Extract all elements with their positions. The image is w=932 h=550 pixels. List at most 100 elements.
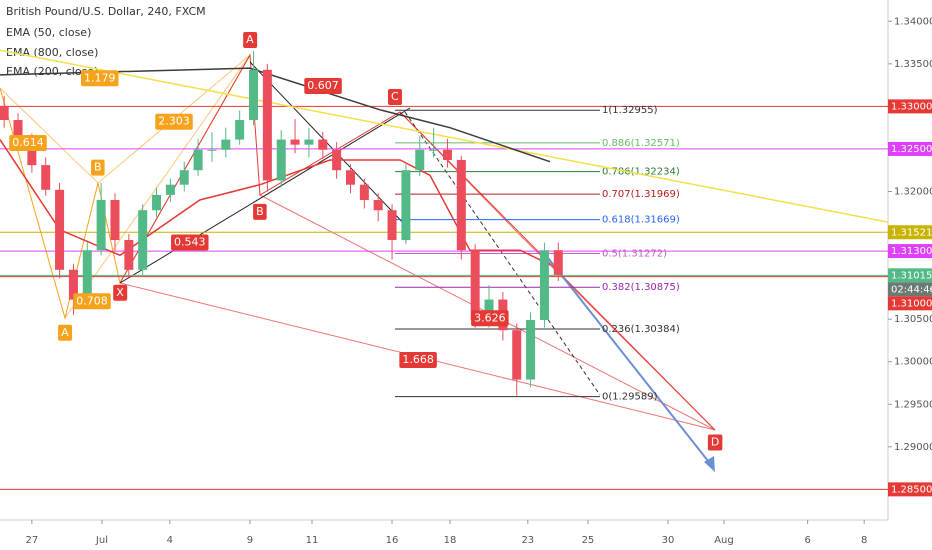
candle-body (359, 184, 369, 200)
candle-body (442, 149, 452, 160)
level-label: 1.31521 (891, 227, 932, 238)
candle-body (456, 160, 466, 251)
candle-body (318, 139, 328, 150)
candle-body (401, 170, 411, 240)
candle-body (345, 170, 355, 185)
candle-body (179, 170, 189, 185)
chart-title: British Pound/U.S. Dollar, 240, FXCM (6, 5, 206, 18)
pattern-label: 0.708 (76, 294, 108, 307)
candle-body (512, 330, 522, 380)
candle-body (110, 200, 120, 240)
candle-body (0, 106, 9, 120)
pattern-label: 1.179 (84, 71, 116, 84)
fib-label: 0.886(1.32571) (602, 138, 680, 149)
pattern-label-box (73, 293, 111, 310)
y-tick-label: 1.33500 (894, 59, 932, 70)
y-tick-label: 1.30000 (894, 357, 932, 368)
candle-body (262, 69, 272, 181)
fib-label: 0.707(1.31969) (602, 189, 680, 200)
pattern-label: 3.626 (474, 311, 506, 324)
level-label-box (888, 225, 932, 240)
red-pattern-legs (399, 111, 716, 431)
fib-label: 0.236(1.30384) (602, 324, 680, 335)
pattern-label: 2.303 (158, 115, 190, 128)
fib-label: 0(1.29589) (602, 392, 658, 403)
ema-line (0, 49, 889, 223)
pattern-label: 0.614 (12, 136, 44, 149)
pattern-label-box (91, 159, 105, 176)
candle-body (553, 250, 563, 275)
candle-body (138, 210, 148, 270)
pattern-label-box (243, 32, 258, 48)
x-tick-label: Jul (95, 535, 108, 546)
candle-body (429, 149, 439, 151)
pattern-label: C (391, 90, 399, 103)
pattern-label-box (155, 113, 193, 130)
level-label-box (888, 99, 932, 114)
candle-body (82, 250, 92, 300)
pattern-label-box (304, 77, 342, 94)
level-label-box (888, 296, 932, 311)
candle-body (373, 200, 383, 211)
fib-label: 0.786(1.32234) (602, 167, 680, 178)
candle-body (96, 200, 106, 251)
candle-body (124, 240, 134, 270)
x-tick-label: 9 (247, 535, 253, 546)
candle-body (470, 250, 480, 320)
countdown: 02:44:46 (891, 284, 932, 295)
level-label: 1.31300 (891, 246, 932, 257)
y-tick-label: 1.32000 (894, 186, 932, 197)
candle-body (304, 139, 314, 145)
x-tick-label: 25 (582, 535, 595, 546)
pattern-label: X (116, 286, 124, 299)
y-tick-label: 1.34000 (894, 16, 932, 27)
x-tick-label: 18 (444, 535, 457, 546)
pattern-label-box (171, 234, 209, 251)
level-label-box (888, 141, 932, 156)
y-tick-label: 1.29500 (894, 399, 932, 410)
x-tick-label: 16 (386, 535, 399, 546)
x-tick-label: 23 (521, 535, 534, 546)
y-tick-label: 1.29000 (894, 442, 932, 453)
candle-body (68, 269, 78, 300)
x-tick-label: Aug (714, 535, 734, 546)
fib-label: 0.618(1.31669) (602, 215, 680, 226)
pattern-label: 0.607 (307, 79, 339, 92)
y-tick-label: 1.30500 (894, 314, 932, 325)
arrow-head (704, 456, 715, 472)
xc-line (119, 107, 411, 284)
pattern-label-box (113, 284, 128, 301)
x-tick-label: 27 (25, 535, 38, 546)
pattern-label: 1.668 (402, 353, 434, 366)
legend-entry: EMA (50, close) (6, 26, 91, 39)
candle-body (221, 139, 231, 150)
candle-body (249, 69, 259, 120)
pattern-label: A (61, 326, 69, 339)
pattern-label-box (707, 434, 723, 451)
candle-body (387, 210, 397, 240)
level-label-box (888, 482, 932, 497)
candle-body (332, 149, 342, 171)
level-label: 1.32500 (891, 144, 932, 155)
pattern-label-box (387, 89, 402, 106)
legend-entry: EMA (800, close) (6, 46, 98, 59)
candle-body (27, 139, 37, 166)
pattern-label-box (9, 134, 47, 151)
x-tick-label: 11 (306, 535, 319, 546)
pattern-label-box (80, 70, 119, 87)
pattern-label: B (94, 161, 102, 174)
fib-label: 0.382(1.30875) (602, 282, 680, 293)
candle-body (13, 120, 23, 140)
pattern-label-box (58, 324, 73, 341)
x-tick-label: 4 (167, 535, 173, 546)
pattern-label: D (711, 436, 719, 449)
x-tick-label: 30 (662, 535, 675, 546)
level-label: 1.33000 (891, 101, 932, 112)
candle-body (484, 299, 494, 320)
candle-body (415, 149, 425, 171)
x-tick-label: 8 (861, 535, 867, 546)
candle-body (207, 149, 217, 151)
candle-body (539, 250, 549, 320)
fib-label: 0.5(1.31272) (602, 248, 667, 259)
level-label: 1.31015 (891, 270, 932, 281)
